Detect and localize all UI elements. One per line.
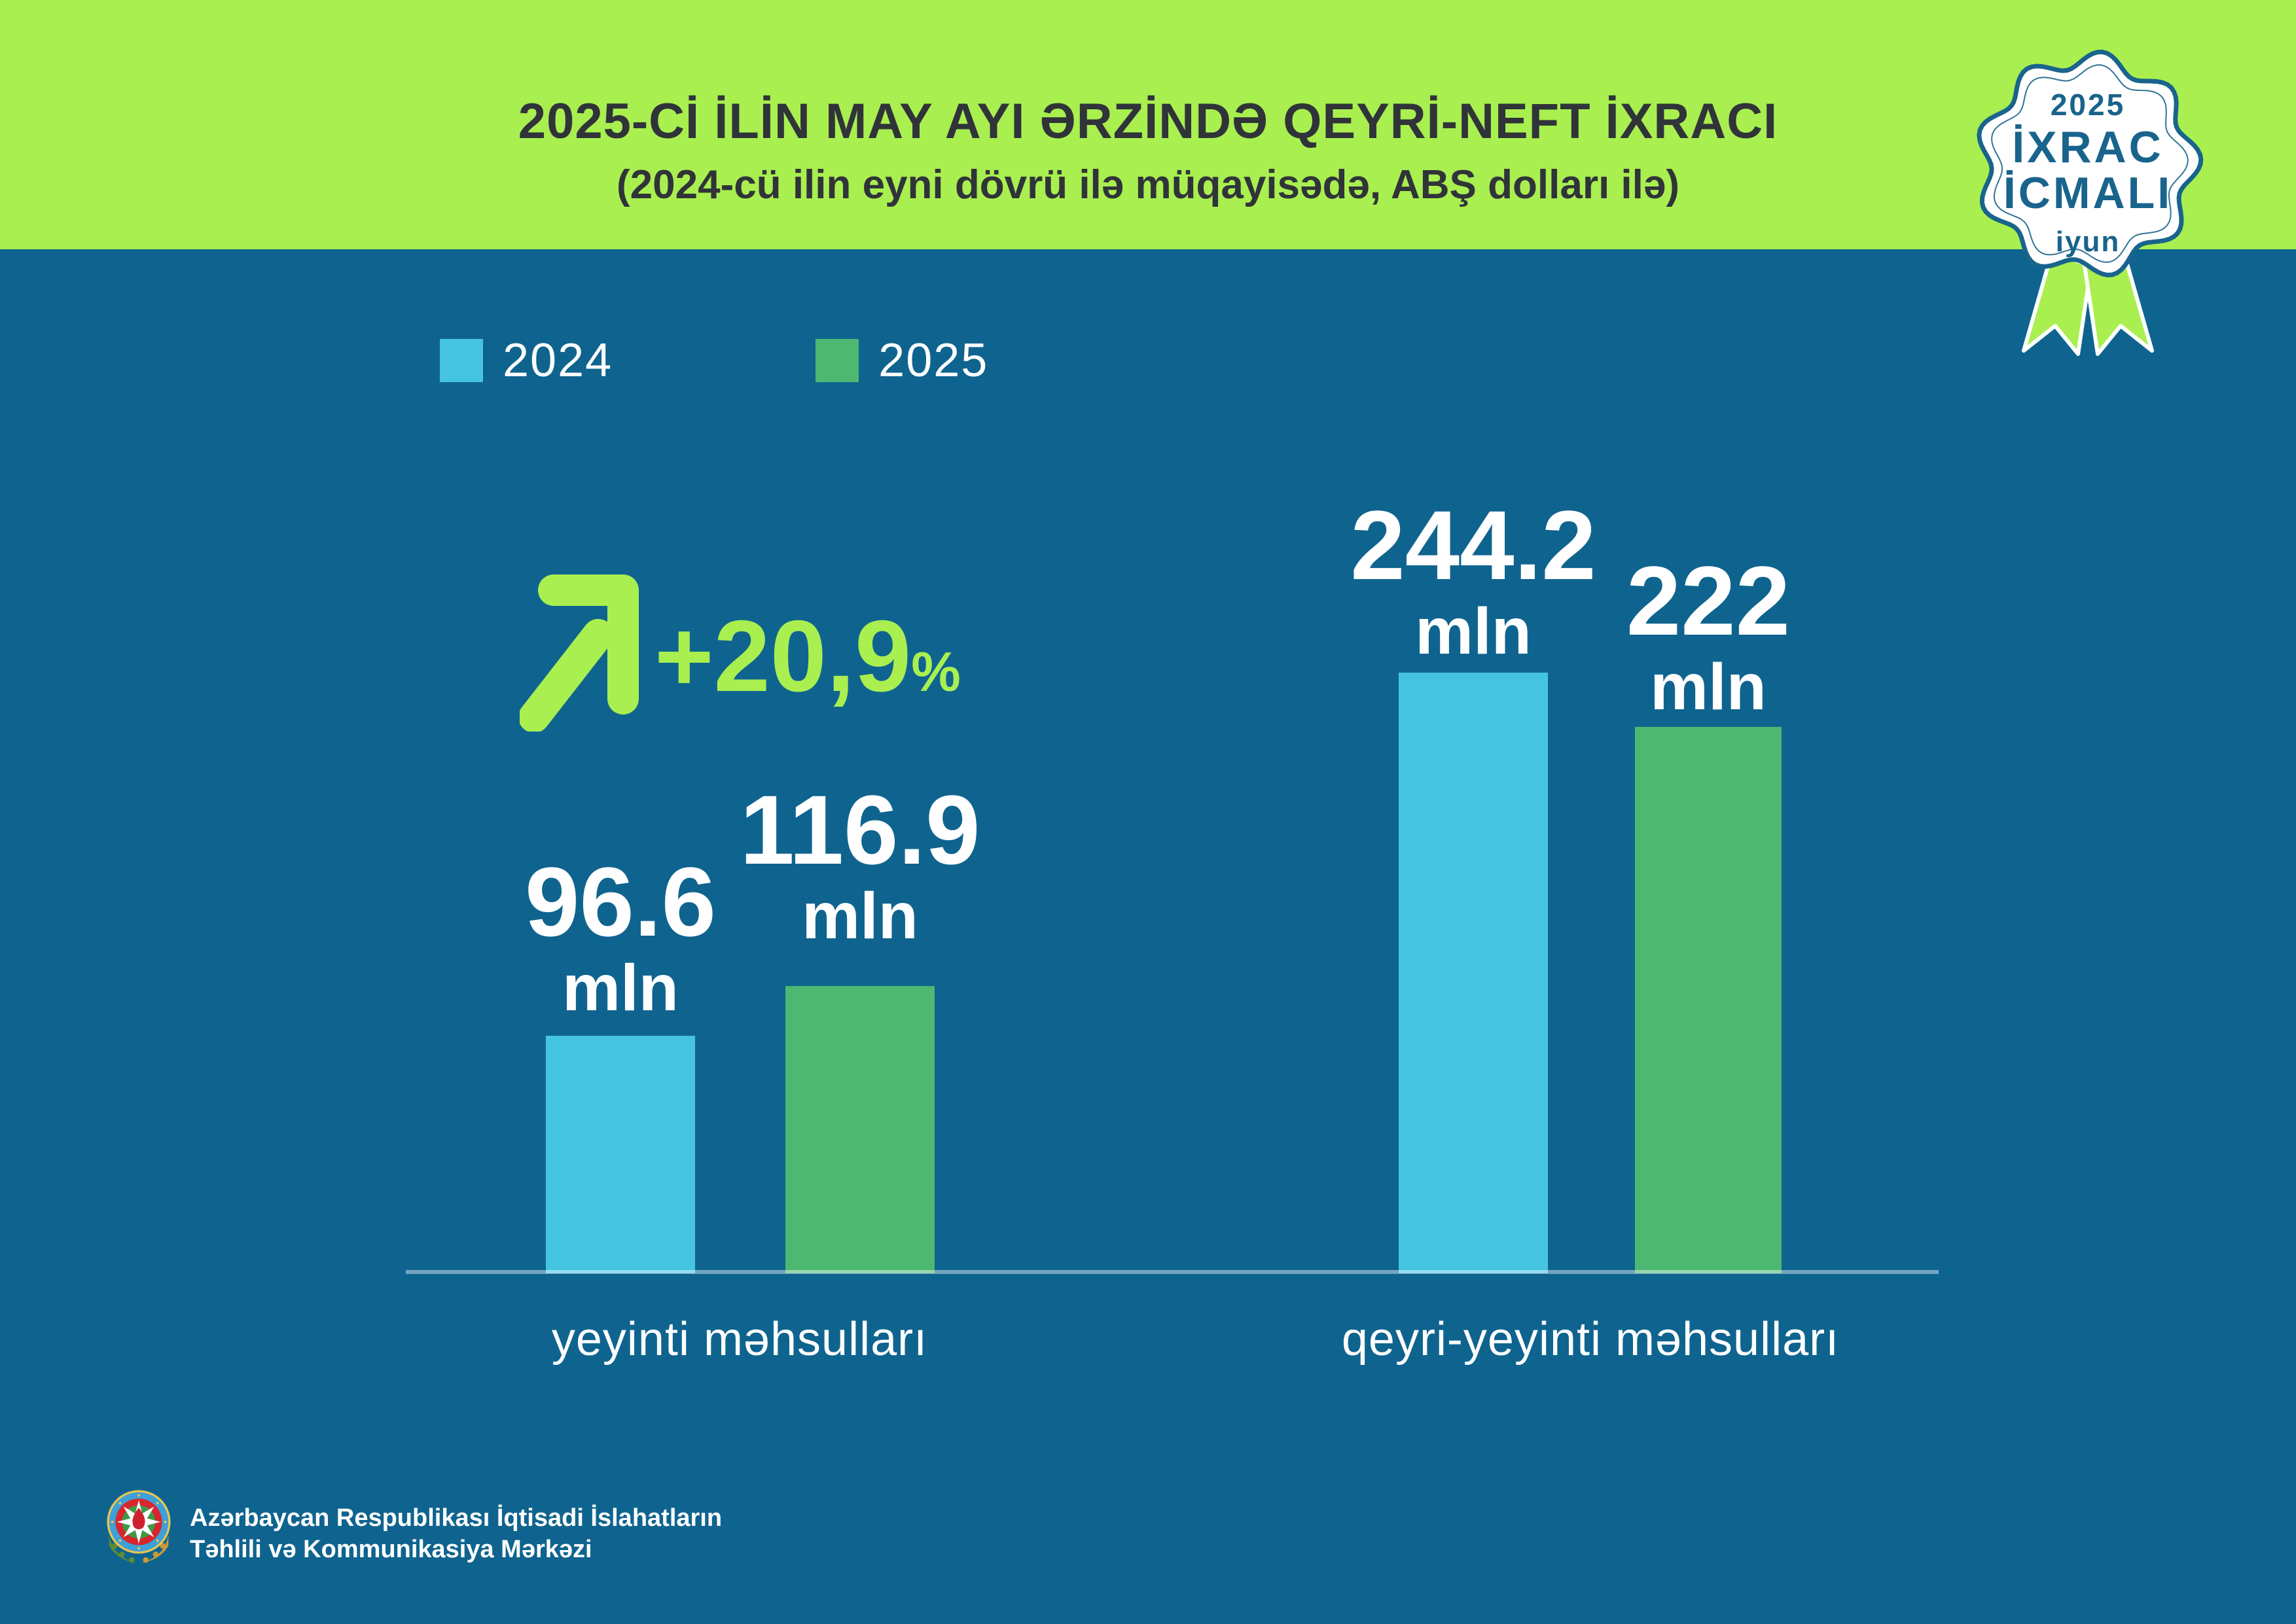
badge-ribbon-left-icon xyxy=(2022,251,2093,356)
bar-food-2024 xyxy=(546,1036,695,1273)
export-review-badge: 2025 İXRAC İCMALI iyun xyxy=(1977,49,2204,356)
category-label-food: yeyinti məhsulları xyxy=(551,1313,928,1366)
arrow-up-right-icon xyxy=(520,574,639,732)
badge-month: iyun xyxy=(2056,226,2120,258)
value-number: 244.2 xyxy=(1350,490,1596,600)
value-unit: mln xyxy=(562,951,679,1025)
value-label-nonfood-2024: 244.2 mln xyxy=(1270,490,1676,668)
value-number: 96.6 xyxy=(525,847,716,957)
value-unit: mln xyxy=(1650,650,1767,724)
page-title: 2025-Cİ İLİN MAY AYI ƏRZİNDƏ QEYRİ-NEFT … xyxy=(518,94,1778,149)
badge-line1: İXRAC xyxy=(2012,122,2164,172)
value-number: 116.9 xyxy=(740,775,980,885)
page-subtitle: (2024-cü ilin eyni dövrü ilə müqayisədə,… xyxy=(617,162,1679,207)
emblem-branch-left xyxy=(109,1534,136,1563)
bar-food-2025 xyxy=(785,986,935,1273)
legend: 2024 2025 xyxy=(440,336,988,385)
legend-label-2024: 2024 xyxy=(503,334,613,387)
footer-org-line1: Azərbaycan Respublikası İqtisadi İslahat… xyxy=(190,1504,723,1532)
value-label-food-2024: 96.6 mln xyxy=(418,847,823,1025)
footer-organization: Azərbaycan Respublikası İqtisadi İslahat… xyxy=(190,1502,722,1565)
bar-nonfood-2025 xyxy=(1635,727,1782,1273)
category-label-nonfood: qeyri-yeyinti məhsulları xyxy=(1341,1313,1840,1366)
x-axis-baseline xyxy=(406,1270,1939,1274)
value-label-nonfood-2025: 222 mln xyxy=(1505,546,1911,724)
emblem-flame xyxy=(132,1508,145,1530)
footer-org-line2: Təhlili və Kommunikasiya Mərkəzi xyxy=(190,1536,592,1563)
growth-percent-sign: % xyxy=(911,641,961,703)
value-number: 222 xyxy=(1626,546,1791,656)
legend-label-2025: 2025 xyxy=(878,334,989,387)
value-unit: mln xyxy=(802,879,918,953)
legend-swatch-2025 xyxy=(816,339,859,382)
value-label-food-2025: 116.9 mln xyxy=(657,775,1063,953)
growth-value: +20,9 xyxy=(655,599,912,713)
azerbaijan-coat-of-arms-icon xyxy=(107,1490,171,1563)
header-band: 2025-Cİ İLİN MAY AYI ƏRZİNDƏ QEYRİ-NEFT … xyxy=(0,0,2296,249)
badge-seal-inner-line xyxy=(1990,64,2189,263)
growth-annotation: +20,9% xyxy=(655,605,961,707)
badge-year: 2025 xyxy=(2051,88,2125,122)
legend-swatch-2024 xyxy=(440,339,483,382)
emblem-branch-right xyxy=(141,1534,169,1563)
badge-line2: İCMALI xyxy=(2003,168,2172,218)
bar-nonfood-2024 xyxy=(1399,673,1548,1273)
value-unit: mln xyxy=(1415,594,1532,668)
badge-seal-icon xyxy=(1977,49,2204,277)
